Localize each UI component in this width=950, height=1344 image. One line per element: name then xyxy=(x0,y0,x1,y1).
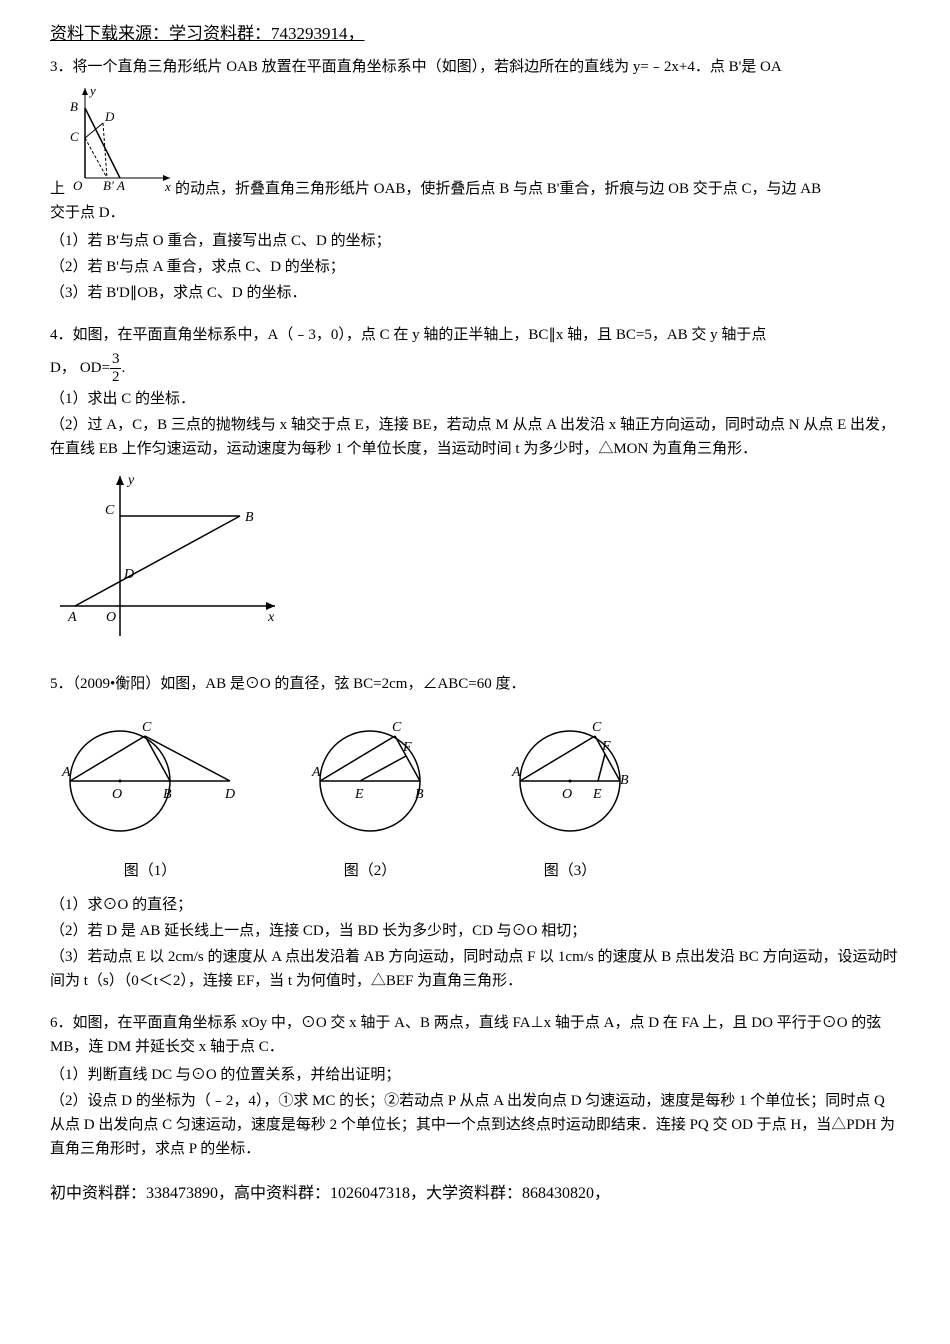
label-B: B xyxy=(70,99,78,114)
problem-5: 5．（2009•衡阳）如图，AB 是⊙O 的直径，弦 BC=2cm，∠ABC=6… xyxy=(50,672,900,993)
svg-text:E: E xyxy=(592,787,602,802)
problem-3-line1: 3．将一个直角三角形纸片 OAB 放置在平面直角坐标系中（如图），若斜边所在的直… xyxy=(50,55,900,79)
svg-text:C: C xyxy=(592,720,602,735)
label-x: x xyxy=(267,610,275,625)
figure-2-label: 图（2） xyxy=(290,859,450,883)
problem-5-figures: A O B C D 图（1） A E B C F 图（2） xyxy=(50,706,900,883)
page-header: 资料下载来源：学习资料群：743293914， xyxy=(50,20,900,47)
label-y: y xyxy=(88,83,96,98)
problem-4-sub1: （1）求出 C 的坐标． xyxy=(50,387,900,411)
label-O: O xyxy=(106,610,116,625)
svg-text:E: E xyxy=(354,787,364,802)
problem-4: 4．如图，在平面直角坐标系中，A（﹣3，0），点 C 在 y 轴的正半轴上，BC… xyxy=(50,323,900,654)
svg-text:F: F xyxy=(601,739,611,754)
problem-5-line1: 5．（2009•衡阳）如图，AB 是⊙O 的直径，弦 BC=2cm，∠ABC=6… xyxy=(50,672,900,696)
problem-3-sub3: （3）若 B'D∥OB，求点 C、D 的坐标． xyxy=(50,281,900,305)
problem-3-sub1: （1）若 B'与点 O 重合，直接写出点 C、D 的坐标； xyxy=(50,229,900,253)
label-A: A xyxy=(67,610,77,625)
problem-3-sub2: （2）若 B'与点 A 重合，求点 C、D 的坐标； xyxy=(50,255,900,279)
label-Bp: B' xyxy=(103,178,114,193)
figure-1-label: 图（1） xyxy=(50,859,250,883)
fraction-3-2: 3 2 xyxy=(110,351,122,385)
svg-text:C: C xyxy=(392,720,402,735)
problem-6-line1: 6．如图，在平面直角坐标系 xOy 中，⊙O 交 x 轴于 A、B 两点，直线 … xyxy=(50,1011,900,1059)
svg-text:A: A xyxy=(61,765,71,780)
page-footer: 初中资料群：338473890，高中资料群：1026047318，大学资料群：8… xyxy=(50,1181,900,1207)
od-equals: OD= xyxy=(80,356,110,380)
fraction-den: 2 xyxy=(110,369,122,386)
label-B: B xyxy=(245,510,254,525)
problem-4-figure: y x A O C B D xyxy=(50,466,900,654)
problem-4-line2-prefix: D， xyxy=(50,356,76,380)
problem-3-line2-suffix: 的动点，折叠直角三角形纸片 OAB，使折叠后点 B 与点 B'重合，折痕与边 O… xyxy=(175,177,821,201)
svg-text:O: O xyxy=(112,787,122,802)
label-D: D xyxy=(123,567,134,582)
label-D: D xyxy=(104,109,115,124)
figure-3: A O E B C F 图（3） xyxy=(490,706,650,883)
problem-6-sub1: （1）判断直线 DC 与⊙O 的位置关系，并给出证明； xyxy=(50,1063,900,1087)
figure-2: A E B C F 图（2） xyxy=(290,706,450,883)
problem-6: 6．如图，在平面直角坐标系 xOy 中，⊙O 交 x 轴于 A、B 两点，直线 … xyxy=(50,1011,900,1161)
label-O: O xyxy=(73,178,83,193)
svg-text:B: B xyxy=(620,773,629,788)
problem-3: 3．将一个直角三角形纸片 OAB 放置在平面直角坐标系中（如图），若斜边所在的直… xyxy=(50,55,900,305)
label-C: C xyxy=(70,129,79,144)
label-A: A xyxy=(116,178,125,193)
label-x: x xyxy=(164,179,171,193)
label-y: y xyxy=(126,473,135,488)
problem-4-sub2: （2）过 A，C，B 三点的抛物线与 x 轴交于点 E，连接 BE，若动点 M … xyxy=(50,413,900,461)
svg-text:F: F xyxy=(402,740,412,755)
svg-text:A: A xyxy=(511,765,521,780)
svg-text:B: B xyxy=(163,787,172,802)
svg-text:B: B xyxy=(415,787,424,802)
problem-3-line3: 交于点 D． xyxy=(50,201,900,225)
problem-5-sub1: （1）求⊙O 的直径； xyxy=(50,893,900,917)
svg-text:A: A xyxy=(311,765,321,780)
svg-text:O: O xyxy=(562,787,572,802)
label-C: C xyxy=(105,503,115,518)
fraction-num: 3 xyxy=(110,351,122,369)
figure-1: A O B C D 图（1） xyxy=(50,706,250,883)
figure-3-label: 图（3） xyxy=(490,859,650,883)
svg-text:D: D xyxy=(224,787,235,802)
period: . xyxy=(121,356,125,380)
problem-3-figure: y x B C D O B' A xyxy=(65,83,175,201)
problem-5-sub2: （2）若 D 是 AB 延长线上一点，连接 CD，当 BD 长为多少时，CD 与… xyxy=(50,919,900,943)
problem-5-sub3: （3）若动点 E 以 2cm/s 的速度从 A 点出发沿着 AB 方向运动，同时… xyxy=(50,945,900,993)
svg-text:C: C xyxy=(142,720,152,735)
problem-3-line2-prefix: 上 xyxy=(50,177,65,201)
problem-6-sub2: （2）设点 D 的坐标为（﹣2，4），①求 MC 的长；②若动点 P 从点 A … xyxy=(50,1089,900,1161)
problem-4-line1: 4．如图，在平面直角坐标系中，A（﹣3，0），点 C 在 y 轴的正半轴上，BC… xyxy=(50,323,900,347)
